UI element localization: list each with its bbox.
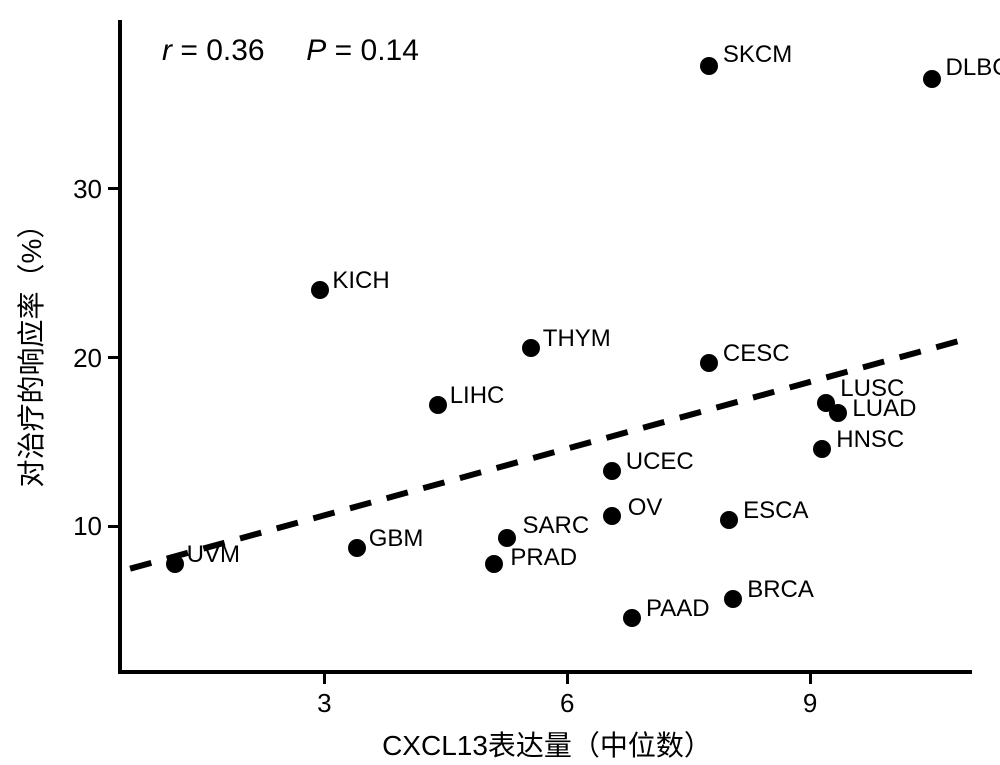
data-point-label: LUAD	[852, 395, 916, 423]
scatter-chart: r = 0.36 P = 0.14 CXCL13表达量（中位数） 对治疗的响应率…	[0, 0, 1000, 765]
data-point	[522, 339, 540, 357]
correlation-stats: r = 0.36 P = 0.14	[162, 34, 419, 68]
data-point	[813, 440, 831, 458]
x-tick	[566, 674, 569, 684]
stats-equals-1: =	[180, 34, 206, 67]
stats-p-value: 0.14	[361, 34, 419, 67]
data-point	[429, 396, 447, 414]
y-tick	[108, 525, 118, 528]
data-point	[603, 462, 621, 480]
data-point-label: SARC	[523, 512, 590, 540]
data-point	[311, 281, 329, 299]
data-point-label: PRAD	[510, 544, 577, 572]
data-point-label: UVM	[187, 541, 240, 569]
y-tick	[108, 187, 118, 190]
data-point-label: OV	[628, 494, 663, 522]
data-point	[700, 354, 718, 372]
data-point	[724, 590, 742, 608]
data-point-label: GBM	[369, 525, 424, 553]
data-point-label: THYM	[543, 325, 611, 353]
data-point-label: PAAD	[646, 595, 710, 623]
stats-gap	[273, 34, 298, 67]
data-point-label: BRCA	[747, 576, 814, 604]
x-axis-title: CXCL13表达量（中位数）	[122, 724, 972, 764]
x-tick-label: 6	[537, 688, 597, 719]
y-tick-label: 30	[42, 174, 102, 205]
data-point	[603, 507, 621, 525]
stats-p-symbol: P	[306, 34, 326, 67]
x-tick	[809, 674, 812, 684]
data-point	[923, 70, 941, 88]
stats-r-value: 0.36	[206, 34, 264, 67]
data-point	[700, 57, 718, 75]
data-point	[348, 539, 366, 557]
data-point-label: SKCM	[723, 41, 792, 69]
data-point	[829, 404, 847, 422]
data-point	[498, 529, 516, 547]
stats-r-symbol: r	[162, 34, 172, 67]
x-tick-label: 9	[780, 688, 840, 719]
data-point	[720, 511, 738, 529]
y-tick-label: 20	[42, 343, 102, 374]
stats-equals-2: =	[335, 34, 361, 67]
data-point-label: LIHC	[450, 382, 505, 410]
data-point	[623, 609, 641, 627]
data-point-label: HNSC	[836, 426, 904, 454]
data-point-label: ESCA	[743, 497, 808, 525]
data-point	[166, 555, 184, 573]
data-point-label: CESC	[723, 340, 790, 368]
data-point	[485, 555, 503, 573]
x-tick	[323, 674, 326, 684]
data-point-label: DLBC	[946, 54, 1000, 82]
data-point-label: UCEC	[626, 448, 694, 476]
y-tick-label: 10	[42, 511, 102, 542]
y-tick	[108, 356, 118, 359]
data-point-label: KICH	[332, 267, 389, 295]
x-tick-label: 3	[294, 688, 354, 719]
